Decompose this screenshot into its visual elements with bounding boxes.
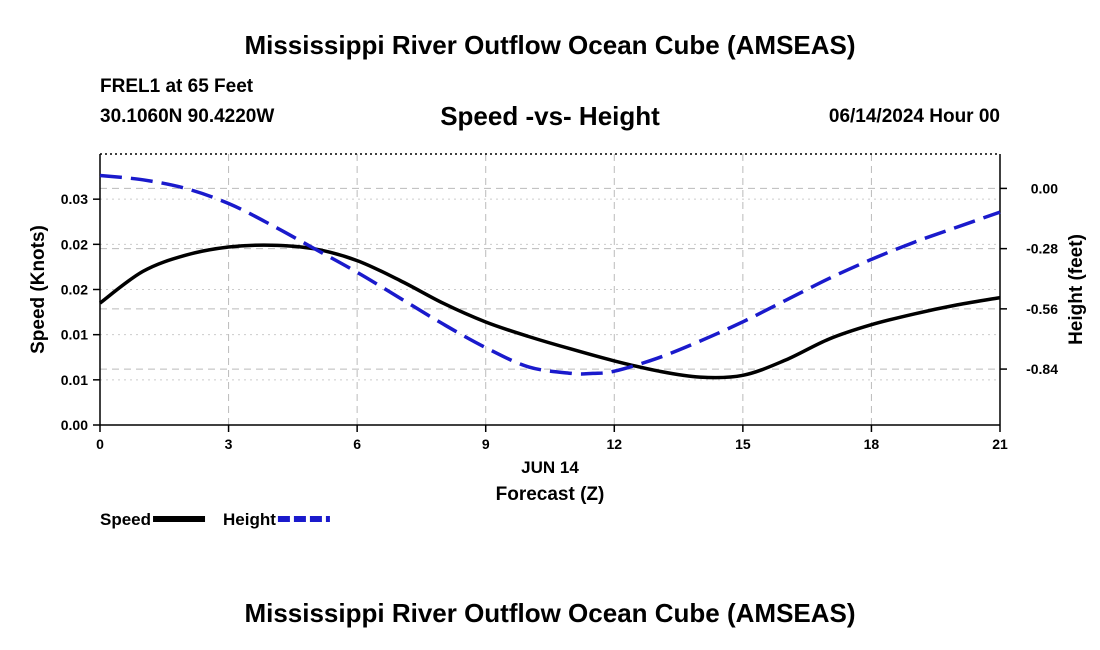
left-tick-label: 0.01 [61,327,88,343]
axes [93,153,1007,432]
x-tick-label: 0 [96,436,104,452]
right-tick-label: -0.28 [1026,241,1058,257]
right-tick-label: 0.00 [1031,180,1058,196]
x-axis-label: Forecast (Z) [496,484,605,505]
x-tick-label: 21 [992,436,1008,452]
forecast-datetime: 06/14/2024 Hour 00 [828,106,1000,127]
station-coordinates: 30.1060N 90.4220W [100,106,275,127]
x-tick-label: 15 [735,436,751,452]
x-tick-label: 6 [353,436,361,452]
left-axis-label: Speed (Knots) [28,225,49,354]
series-line-speed [98,243,1001,380]
x-tick-label: 3 [225,436,233,452]
x-tick-label: 9 [482,436,490,452]
right-tick-label: -0.56 [1026,301,1058,317]
x-tick-label: 12 [606,436,622,452]
right-axis-label: Height (feet) [1066,234,1087,345]
left-tick-label: 0.01 [61,372,88,388]
grid-lines [100,154,1000,425]
x-date-label: JUN 14 [521,458,579,477]
tick-labels: 0 3 6 9 12 15 18 21 0.00 0.01 0.01 0.02 0.02 0.03 0.00… [28,180,1087,505]
series-lines [98,173,1001,380]
left-tick-label: 0.02 [61,236,88,252]
left-tick-label: 0.03 [61,191,88,207]
series-line-height [99,173,1001,376]
legend-label-speed: Speed [100,510,151,529]
right-tick-label: -0.84 [1026,361,1058,377]
station-label: FREL1 at 65 Feet [100,76,254,97]
legend-label-height: Height [223,510,276,529]
legend: Speed Height [100,510,330,529]
footer-title: Mississippi River Outflow Ocean Cube (AM… [244,598,856,628]
left-tick-label: 0.00 [61,417,88,433]
left-tick-label: 0.02 [61,282,88,298]
x-tick-label: 18 [864,436,880,452]
main-title: Mississippi River Outflow Ocean Cube (AM… [244,30,856,60]
chart-title: Speed -vs- Height [440,101,660,131]
